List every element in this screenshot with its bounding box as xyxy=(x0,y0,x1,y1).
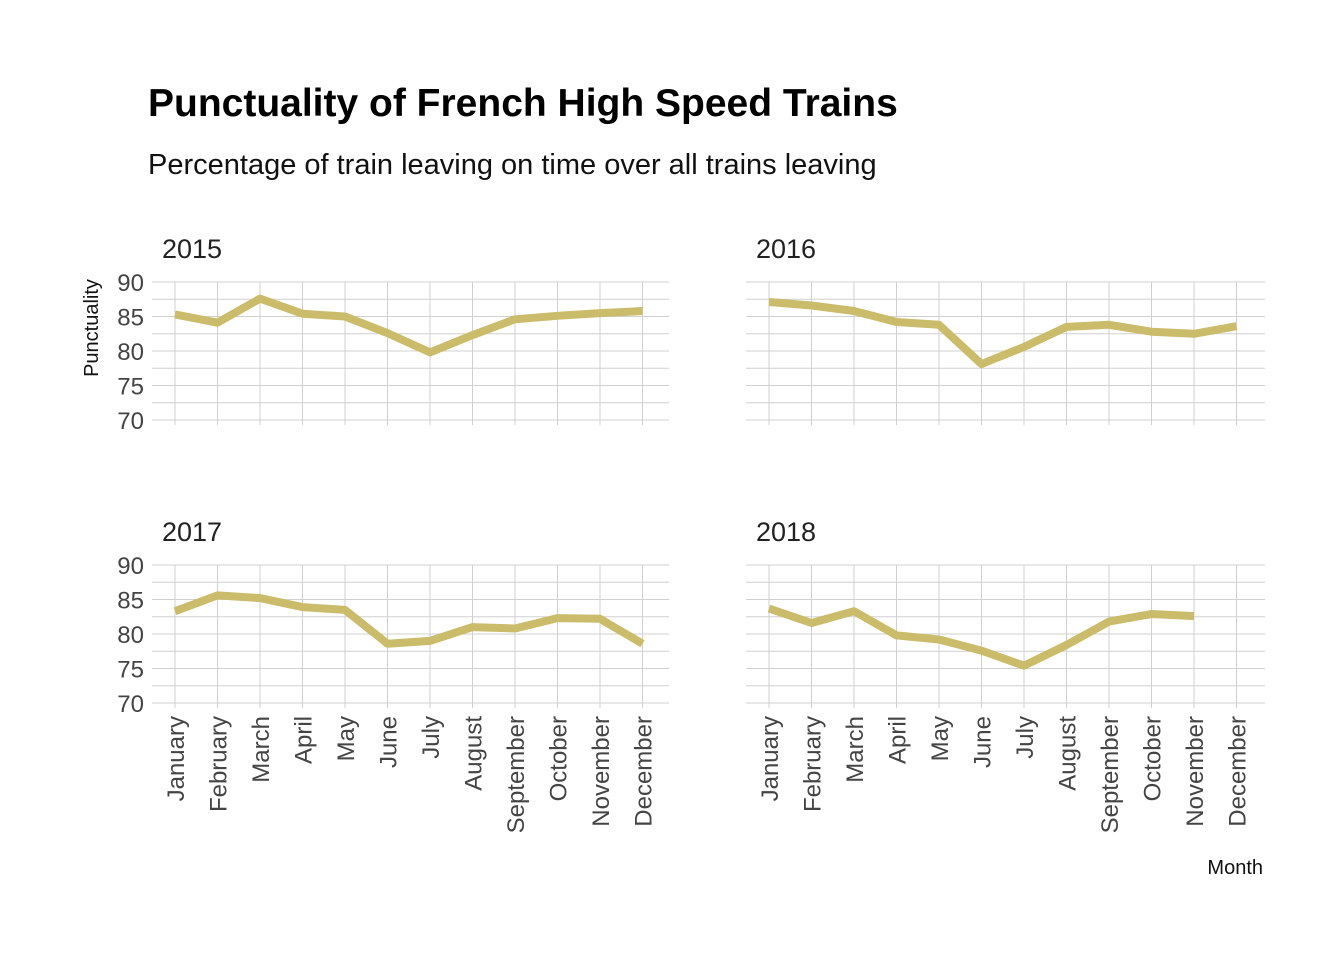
y-tick-label: 75 xyxy=(117,657,144,684)
series-line-2015 xyxy=(174,294,643,357)
facet-label: 2017 xyxy=(162,517,222,547)
facet-panel-2016: 2016 xyxy=(746,234,1265,425)
x-tick-label: December xyxy=(631,716,658,827)
x-tick-label: December xyxy=(1225,716,1252,827)
x-tick-label: October xyxy=(546,716,573,801)
series-line-2016 xyxy=(768,298,1238,369)
x-tick-label: October xyxy=(1140,716,1167,801)
x-tick-label: August xyxy=(461,716,488,791)
facet-label: 2016 xyxy=(756,234,816,264)
y-tick-label: 85 xyxy=(117,588,144,615)
x-tick-label: April xyxy=(291,716,318,764)
y-tick-label: 90 xyxy=(117,553,144,580)
x-tick-label: February xyxy=(206,716,233,812)
x-tick-label: March xyxy=(842,716,869,783)
y-tick-label: 85 xyxy=(117,305,144,332)
y-tick-label: 70 xyxy=(117,691,144,718)
x-tick-label: September xyxy=(503,716,530,833)
x-tick-label: June xyxy=(970,716,997,768)
y-tick-label: 80 xyxy=(117,622,144,649)
chart-title: Punctuality of French High Speed Trains xyxy=(148,82,898,125)
x-tick-label: July xyxy=(1012,716,1039,759)
y-tick-label: 90 xyxy=(117,270,144,297)
x-tick-label: June xyxy=(376,716,403,768)
series-line-2017 xyxy=(173,591,645,648)
facet-label: 2015 xyxy=(162,234,222,264)
y-tick-label: 75 xyxy=(117,374,144,401)
series-line-2018 xyxy=(767,604,1195,670)
y-axis-title: Punctuality xyxy=(81,279,103,377)
y-tick-label: 80 xyxy=(117,339,144,366)
x-tick-label: September xyxy=(1097,716,1124,833)
x-tick-label: January xyxy=(757,716,784,801)
facet-panel-2018: 2018 January February March April May June July… xyxy=(746,517,1265,833)
x-tick-label: February xyxy=(800,716,827,812)
x-tick-label: November xyxy=(1182,716,1209,827)
x-tick-label: March xyxy=(248,716,275,783)
x-tick-label: November xyxy=(588,716,615,827)
chart-subtitle: Percentage of train leaving on time over… xyxy=(148,149,877,181)
x-tick-label: May xyxy=(333,716,360,761)
x-tick-label: January xyxy=(163,716,190,801)
facet-label: 2018 xyxy=(756,517,816,547)
facet-panel-2015: 2015 70 75 80 85 90 xyxy=(117,234,669,435)
facet-panel-2017: 2017 70 75 80 85 90 January February March April M… xyxy=(117,517,669,833)
x-tick-label: August xyxy=(1055,716,1082,791)
x-tick-label: July xyxy=(418,716,445,759)
x-tick-label: May xyxy=(927,716,954,761)
x-tick-label: April xyxy=(885,716,912,764)
y-tick-label: 70 xyxy=(117,408,144,435)
facet-panels: 2015 70 75 80 85 90 2016 2017 70 75 80 85 90 January F… xyxy=(117,234,1265,833)
x-axis-title: Month xyxy=(1207,857,1263,879)
